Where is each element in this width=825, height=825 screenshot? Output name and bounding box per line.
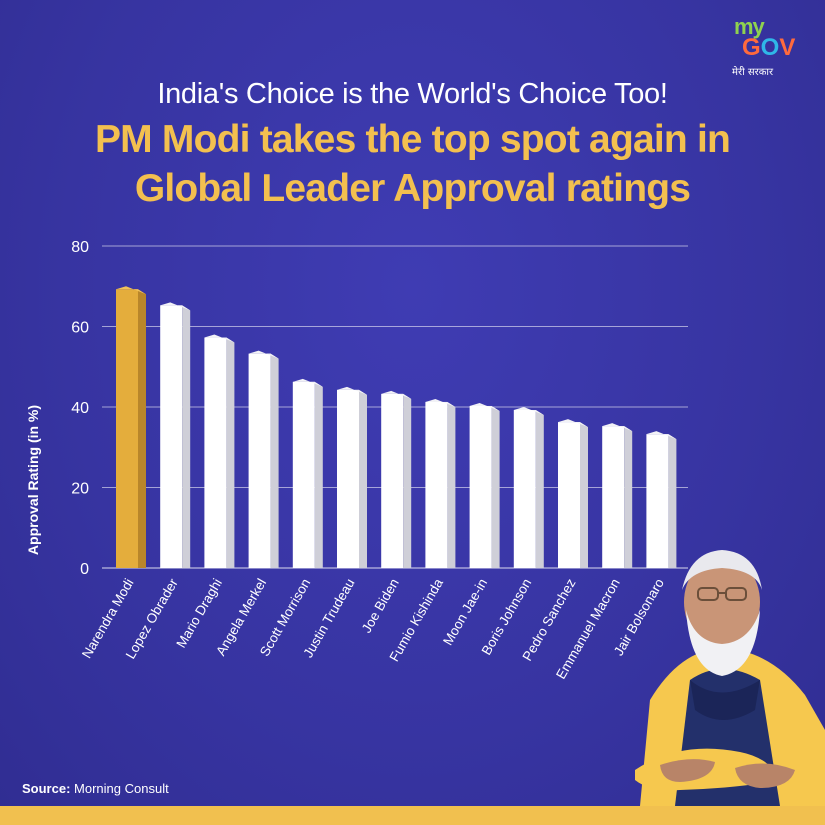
y-tick-label: 0 — [80, 561, 89, 578]
logo-gov-text-visual: O — [760, 34, 780, 61]
y-tick-label: 20 — [71, 481, 89, 498]
mygov-logo: my GOV मेरी सरकार — [730, 14, 810, 84]
bar — [337, 389, 359, 568]
logo-gov-text: GOV — [742, 34, 795, 62]
bar — [513, 410, 536, 568]
bar-side — [668, 434, 677, 568]
logo-my-text: my — [734, 14, 765, 39]
bar-top — [602, 423, 633, 432]
bar-side — [138, 289, 146, 568]
logo-tagline: मेरी सरकार — [732, 67, 774, 78]
bar-side — [624, 426, 633, 568]
bar — [248, 353, 271, 568]
x-tick-label: Joe Biden — [359, 576, 402, 636]
bar — [602, 426, 625, 568]
bar — [204, 337, 227, 568]
bar-side — [535, 410, 544, 568]
bar-top — [204, 334, 235, 343]
x-tick-label: Moon Jae-in — [440, 576, 490, 648]
title-line-1: PM Modi takes the top spot again in — [94, 118, 731, 161]
y-tick-label: 60 — [71, 320, 89, 337]
bar-top — [160, 302, 191, 311]
bar-side — [226, 337, 235, 568]
bar-top — [248, 350, 279, 359]
logo-gov-text-visual: G — [742, 34, 761, 61]
bar-top — [116, 286, 146, 295]
bottom-accent-strip — [0, 806, 825, 825]
logo-gov-text-visual: V — [779, 34, 796, 61]
bar-side — [314, 381, 323, 568]
bar-side — [580, 422, 588, 568]
bar — [116, 289, 138, 568]
bar-top — [469, 402, 500, 411]
title-line-2: Global Leader Approval ratings — [134, 167, 691, 210]
y-tick-label: 80 — [71, 239, 89, 256]
leader-portrait — [635, 550, 825, 806]
bar-top — [513, 407, 544, 415]
x-tick-label: Mario Draghi — [173, 576, 225, 650]
bar-top — [381, 390, 412, 399]
bar-top — [292, 378, 323, 387]
bar — [469, 405, 492, 568]
headline: India's Choice is the World's Choice Too… — [157, 78, 668, 110]
bar-side — [359, 389, 367, 568]
bar-side — [182, 305, 191, 568]
bar — [381, 393, 404, 568]
bar — [425, 401, 448, 568]
bar — [646, 434, 669, 568]
bar-top — [425, 398, 456, 407]
source-note: Source: Morning Consult — [22, 781, 169, 796]
bar-top — [558, 419, 588, 428]
bar — [160, 305, 183, 568]
bar-side — [270, 353, 279, 568]
bar-side — [403, 393, 412, 568]
source-value: Morning Consult — [74, 781, 169, 796]
bar-side — [447, 401, 456, 568]
bar-top — [646, 431, 677, 440]
bar — [558, 422, 580, 568]
source-label: Source: — [22, 781, 71, 796]
bar-top — [337, 386, 367, 395]
y-tick-label: 40 — [71, 400, 89, 417]
bar — [292, 381, 315, 568]
bar-side — [491, 405, 500, 568]
chart-title: PM Modi takes the top spot again in Glob… — [0, 115, 825, 213]
y-axis-title: Approval Rating (in %) — [25, 405, 41, 555]
